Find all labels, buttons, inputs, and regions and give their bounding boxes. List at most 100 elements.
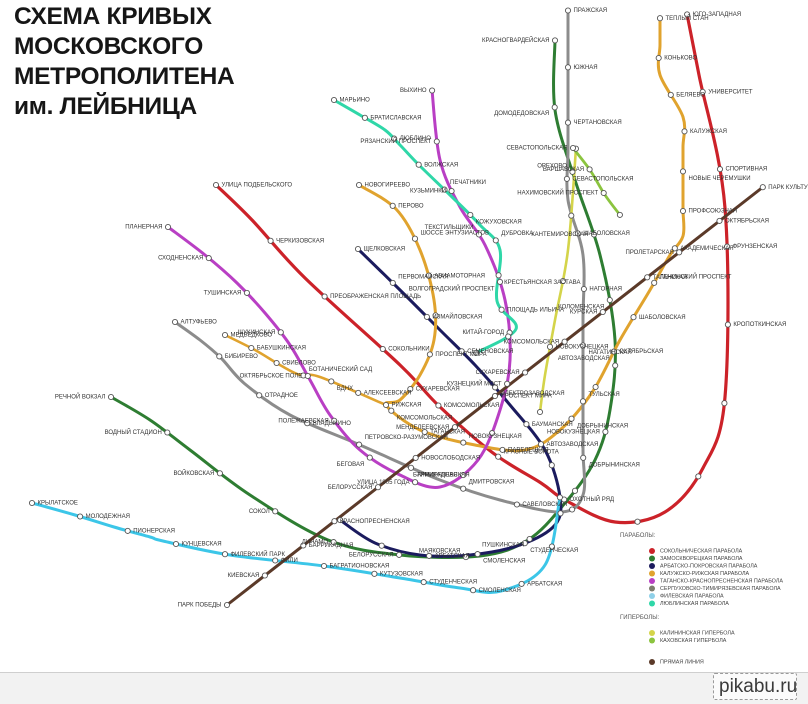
svg-text:АВТОЗАВОДСКАЯ: АВТОЗАВОДСКАЯ: [558, 356, 610, 362]
svg-text:СПОРТИВНАЯ: СПОРТИВНАЯ: [726, 167, 768, 173]
svg-text:КУЗЬМИНКИ: КУЗЬМИНКИ: [410, 189, 446, 195]
svg-text:ФИЛЕВСКАЯ ПАРАБОЛА: ФИЛЕВСКАЯ ПАРАБОЛА: [660, 593, 724, 599]
svg-text:ВАРШАВСКАЯ: ВАРШАВСКАЯ: [543, 167, 584, 173]
svg-text:ПРАЖСКАЯ: ПРАЖСКАЯ: [574, 8, 608, 14]
svg-text:ШОССЕ ЭНТУЗИАСТОВ: ШОССЕ ЭНТУЗИАСТОВ: [421, 230, 490, 236]
svg-text:КРЫЛАТСКОЕ: КРЫЛАТСКОЕ: [38, 501, 78, 507]
svg-text:ВОЛГОГРАДСКИЙ ПРОСПЕКТ: ВОЛГОГРАДСКИЙ ПРОСПЕКТ: [409, 284, 495, 292]
svg-text:ВЫХИНО: ВЫХИНО: [400, 88, 427, 94]
svg-text:ЛЮБЛИНО: ЛЮБЛИНО: [400, 136, 432, 142]
svg-text:ПЕТРОВСКО-РАЗУМОВСКАЯ: ПЕТРОВСКО-РАЗУМОВСКАЯ: [365, 435, 448, 441]
svg-text:АКАДЕМИЧЕСКАЯ: АКАДЕМИЧЕСКАЯ: [680, 246, 733, 252]
svg-text:ПАРАБОЛЫ:: ПАРАБОЛЫ:: [620, 533, 656, 539]
svg-text:КОМСОМОЛЬСКАЯ: КОМСОМОЛЬСКАЯ: [444, 403, 499, 409]
svg-text:АВИАМОТОРНАЯ: АВИАМОТОРНАЯ: [434, 273, 485, 279]
svg-text:КУТУЗОВСКАЯ: КУТУЗОВСКАЯ: [380, 571, 423, 577]
svg-text:ПЛАНЕРНАЯ: ПЛАНЕРНАЯ: [125, 225, 162, 231]
svg-text:СУХАРЕВСКАЯ: СУХАРЕВСКАЯ: [416, 387, 460, 393]
svg-text:НОВОСЛОБОДСКАЯ: НОВОСЛОБОДСКАЯ: [421, 455, 480, 461]
svg-text:ПЛОЩАДЬ ИЛЬИЧА: ПЛОЩАДЬ ИЛЬИЧА: [507, 307, 564, 313]
svg-text:СОКОЛ: СОКОЛ: [249, 509, 270, 515]
svg-text:НОВОКУЗНЕЦКАЯ: НОВОКУЗНЕЦКАЯ: [469, 434, 522, 440]
svg-text:ОКТЯБРЬСКОЕ ПОЛЕ: ОКТЯБРЬСКОЕ ПОЛЕ: [240, 374, 303, 380]
svg-text:БЕЛОРУССКАЯ: БЕЛОРУССКАЯ: [328, 485, 373, 491]
svg-text:ПРЯМАЯ ЛИНИЯ: ПРЯМАЯ ЛИНИЯ: [660, 659, 704, 665]
svg-text:ТАГАНСКО-КРАСНОПРЕСНЕНСКАЯ ПАР: ТАГАНСКО-КРАСНОПРЕСНЕНСКАЯ ПАРАБОЛА: [660, 578, 783, 584]
svg-text:МЕНДЕЛЕЕВСКАЯ: МЕНДЕЛЕЕВСКАЯ: [396, 425, 449, 431]
svg-text:БАРРИКАДНАЯ: БАРРИКАДНАЯ: [309, 543, 354, 549]
svg-text:ЗАМОСКВОРЕЦКАЯ ПАРАБОЛА: ЗАМОСКВОРЕЦКАЯ ПАРАБОЛА: [660, 556, 743, 562]
svg-text:НАГАТИНСКАЯ: НАГАТИНСКАЯ: [589, 350, 632, 356]
svg-text:УНИВЕРСИТЕТ: УНИВЕРСИТЕТ: [708, 89, 753, 95]
svg-text:ПУШКИНСКАЯ: ПУШКИНСКАЯ: [482, 543, 524, 549]
svg-text:ВДНХ: ВДНХ: [337, 386, 353, 392]
svg-text:КУЗНЕЦКИЙ МОСТ: КУЗНЕЦКИЙ МОСТ: [447, 379, 502, 387]
svg-text:КАЛУЖСКАЯ: КАЛУЖСКАЯ: [690, 129, 727, 135]
svg-text:ОТРАДНОЕ: ОТРАДНОЕ: [265, 393, 298, 399]
svg-text:ОКТЯБРЬСКАЯ: ОКТЯБРЬСКАЯ: [725, 218, 769, 224]
svg-text:СХОДНЕНСКАЯ: СХОДНЕНСКАЯ: [158, 256, 203, 262]
svg-text:НАГОРНАЯ: НАГОРНАЯ: [589, 287, 622, 293]
svg-text:ДМИТРОВСКАЯ: ДМИТРОВСКАЯ: [469, 479, 515, 485]
svg-text:КАХОВСКАЯ ГИПЕРБОЛА: КАХОВСКАЯ ГИПЕРБОЛА: [660, 638, 727, 644]
svg-text:КАНТЕМИРОВСКАЯ: КАНТЕМИРОВСКАЯ: [531, 232, 588, 238]
svg-text:ДОМОДЕДОВСКАЯ: ДОМОДЕДОВСКАЯ: [494, 111, 549, 117]
svg-text:РЕЧНОЙ ВОКЗАЛ: РЕЧНОЙ ВОКЗАЛ: [55, 393, 106, 401]
svg-text:АЛЕКСЕЕВСКАЯ: АЛЕКСЕЕВСКАЯ: [364, 390, 412, 396]
svg-text:ПОЛЕЖАЕВСКАЯ: ПОЛЕЖАЕВСКАЯ: [278, 418, 328, 424]
svg-text:АРБАТСКАЯ: АРБАТСКАЯ: [527, 581, 562, 587]
svg-text:СОКОЛЬНИЧЕСКАЯ ПАРАБОЛА: СОКОЛЬНИЧЕСКАЯ ПАРАБОЛА: [660, 548, 743, 554]
svg-text:НОВОКУЗНЕЦКАЯ: НОВОКУЗНЕЦКАЯ: [547, 429, 600, 435]
svg-text:ЩУКИНСКАЯ: ЩУКИНСКАЯ: [238, 330, 276, 336]
svg-text:КРОПОТКИНСКАЯ: КРОПОТКИНСКАЯ: [733, 322, 786, 328]
svg-text:ВОЛЖСКАЯ: ВОЛЖСКАЯ: [424, 162, 458, 168]
svg-text:СТУДЕНЧЕСКАЯ: СТУДЕНЧЕСКАЯ: [429, 580, 477, 586]
svg-text:КРАСНОГВАРДЕЙСКАЯ: КРАСНОГВАРДЕЙСКАЯ: [482, 36, 550, 44]
svg-text:АЛТУФЬЕВО: АЛТУФЬЕВО: [181, 320, 218, 326]
svg-text:ФРУНЗЕНСКАЯ: ФРУНЗЕНСКАЯ: [733, 244, 778, 250]
svg-text:КРАСНОПРЕСНЕНСКАЯ: КРАСНОПРЕСНЕНСКАЯ: [340, 519, 410, 525]
svg-text:БЕЛОРУССКАЯ: БЕЛОРУССКАЯ: [349, 552, 394, 558]
svg-text:БРАТИСЛАВСКАЯ: БРАТИСЛАВСКАЯ: [370, 115, 421, 121]
svg-text:СЕРПУХОВСКО-ТИМИРЯЗЕВСКАЯ ПАРА: СЕРПУХОВСКО-ТИМИРЯЗЕВСКАЯ ПАРАБОЛА: [660, 586, 781, 592]
svg-text:СЕВАСТОПОЛЬСКАЯ: СЕВАСТОПОЛЬСКАЯ: [572, 176, 633, 182]
svg-text:КОМСОМОЛЬСКАЯ: КОМСОМОЛЬСКАЯ: [397, 415, 452, 421]
svg-text:САВЕЛОВСКАЯ: САВЕЛОВСКАЯ: [522, 502, 567, 508]
svg-text:ЧЕРТАНОВСКАЯ: ЧЕРТАНОВСКАЯ: [574, 120, 622, 126]
svg-text:БАУМАНСКАЯ: БАУМАНСКАЯ: [532, 422, 573, 428]
svg-text:КУНЦЕВСКАЯ: КУНЦЕВСКАЯ: [182, 542, 222, 548]
svg-text:СМОЛЕНСКАЯ: СМОЛЕНСКАЯ: [479, 588, 521, 594]
svg-text:ДОБРЫНИНСКАЯ: ДОБРЫНИНСКАЯ: [589, 462, 640, 468]
svg-text:ЧЕРКИЗОВСКАЯ: ЧЕРКИЗОВСКАЯ: [276, 238, 324, 244]
svg-text:БАГРАТИОНОВСКАЯ: БАГРАТИОНОВСКАЯ: [330, 564, 390, 570]
svg-text:БЕГОВАЯ: БЕГОВАЯ: [337, 462, 365, 468]
svg-text:СОКОЛЬНИКИ: СОКОЛЬНИКИ: [388, 347, 429, 353]
svg-text:СВИБЛОВО: СВИБЛОВО: [282, 361, 316, 367]
svg-text:МАРЬИНО: МАРЬИНО: [340, 98, 371, 104]
svg-text:ПРОЛЕТАРСКАЯ: ПРОЛЕТАРСКАЯ: [626, 250, 674, 256]
svg-text:ПЕРОВО: ПЕРОВО: [398, 203, 424, 209]
svg-text:ФИЛИ: ФИЛИ: [281, 558, 298, 564]
svg-text:АВТОЗАВОДСКАЯ: АВТОЗАВОДСКАЯ: [547, 442, 599, 448]
svg-text:АРБАТСКАЯ: АРБАТСКАЯ: [435, 553, 470, 559]
svg-text:ШАБОЛОВСКАЯ: ШАБОЛОВСКАЯ: [583, 231, 630, 237]
svg-text:КИЕВСКАЯ: КИЕВСКАЯ: [228, 573, 260, 579]
svg-text:НАХИМОВСКИЙ ПРОСПЕКТ: НАХИМОВСКИЙ ПРОСПЕКТ: [517, 189, 598, 197]
svg-text:КАЛУЖСКО-РИЖСКАЯ ПАРАБОЛА: КАЛУЖСКО-РИЖСКАЯ ПАРАБОЛА: [660, 571, 750, 577]
svg-text:БАБУШКИНСКАЯ: БАБУШКИНСКАЯ: [257, 346, 306, 352]
svg-text:ВОЙКОВСКАЯ: ВОЙКОВСКАЯ: [174, 469, 215, 477]
svg-text:НОВОКУЗНЕЦКАЯ: НОВОКУЗНЕЦКАЯ: [556, 344, 609, 350]
svg-text:КИТАЙ-ГОРОД: КИТАЙ-ГОРОД: [462, 328, 504, 336]
svg-text:ПИОНЕРСКАЯ: ПИОНЕРСКАЯ: [133, 528, 175, 534]
svg-text:ФИЛЕВСКИЙ ПАРК: ФИЛЕВСКИЙ ПАРК: [231, 550, 286, 558]
svg-text:КОЖУХОВСКАЯ: КОЖУХОВСКАЯ: [476, 219, 522, 225]
svg-text:НОВЫЕ ЧЕРЕМУШКИ: НОВЫЕ ЧЕРЕМУШКИ: [689, 176, 751, 182]
svg-text:СЕВАСТОПОЛЬСКАЯ: СЕВАСТОПОЛЬСКАЯ: [506, 146, 567, 152]
svg-text:БАРРИКАДНАЯ: БАРРИКАДНАЯ: [413, 473, 458, 479]
svg-text:ВОДНЫЙ СТАДИОН: ВОДНЫЙ СТАДИОН: [105, 428, 162, 436]
svg-text:РИЖСКАЯ: РИЖСКАЯ: [392, 403, 422, 409]
svg-text:СМОЛЕНСКАЯ: СМОЛЕНСКАЯ: [483, 559, 525, 565]
svg-text:КУРСКАЯ: КУРСКАЯ: [570, 310, 597, 316]
svg-text:ДУБРОВКА: ДУБРОВКА: [501, 231, 533, 237]
svg-text:ТЕКСТИЛЬЩИКИ: ТЕКСТИЛЬЩИКИ: [425, 225, 474, 231]
